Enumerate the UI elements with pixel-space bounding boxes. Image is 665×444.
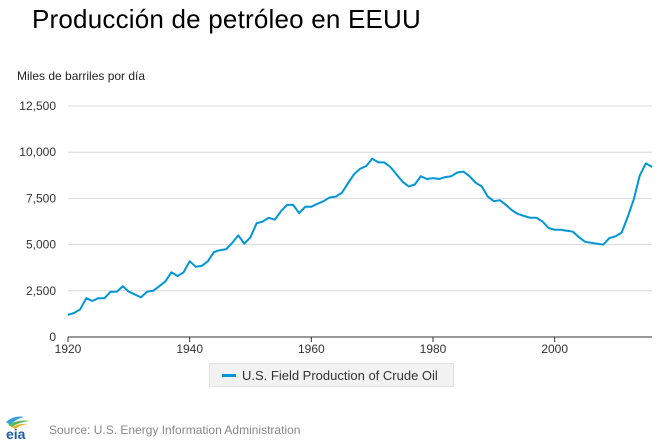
y-axis-ticks: 0 2,500 5,000 7,500 10,000 12,500 bbox=[19, 99, 56, 344]
eia-logo-icon: eia bbox=[6, 416, 30, 441]
x-tick-label: 1940 bbox=[176, 342, 203, 356]
x-tick-label: 2000 bbox=[541, 342, 568, 356]
legend-label: U.S. Field Production of Crude Oil bbox=[242, 367, 438, 383]
slide-title: Producción de petróleo en EEUU bbox=[32, 4, 422, 34]
series-line-crude-oil-production bbox=[67, 157, 653, 316]
legend[interactable]: U.S. Field Production of Crude Oil bbox=[209, 363, 454, 387]
y-tick-label: 10,000 bbox=[19, 145, 56, 159]
x-axis-ticks: 1920 1940 1960 1980 2000 bbox=[55, 337, 568, 356]
y-tick-label: 2,500 bbox=[26, 284, 56, 298]
y-tick-label: 7,500 bbox=[26, 191, 56, 205]
svg-text:eia: eia bbox=[6, 426, 26, 441]
legend-swatch bbox=[222, 373, 236, 377]
source-note: Source: U.S. Energy Information Administ… bbox=[49, 423, 301, 437]
x-tick-label: 1920 bbox=[55, 342, 82, 356]
y-tick-label: 12,500 bbox=[19, 99, 56, 113]
y-tick-label: 5,000 bbox=[26, 238, 56, 252]
line-chart: 0 2,500 5,000 7,500 10,000 12,500 1920 1940 196… bbox=[19, 99, 653, 356]
y-tick-label: 0 bbox=[49, 330, 56, 344]
y-axis-title: Miles de barriles por día bbox=[17, 69, 146, 83]
footer: eia Source: U.S. Energy Information Admi… bbox=[0, 413, 665, 444]
series-lines bbox=[67, 157, 653, 316]
x-tick-label: 1980 bbox=[420, 342, 447, 356]
gridlines bbox=[68, 105, 652, 338]
x-tick-label: 1960 bbox=[298, 342, 325, 356]
